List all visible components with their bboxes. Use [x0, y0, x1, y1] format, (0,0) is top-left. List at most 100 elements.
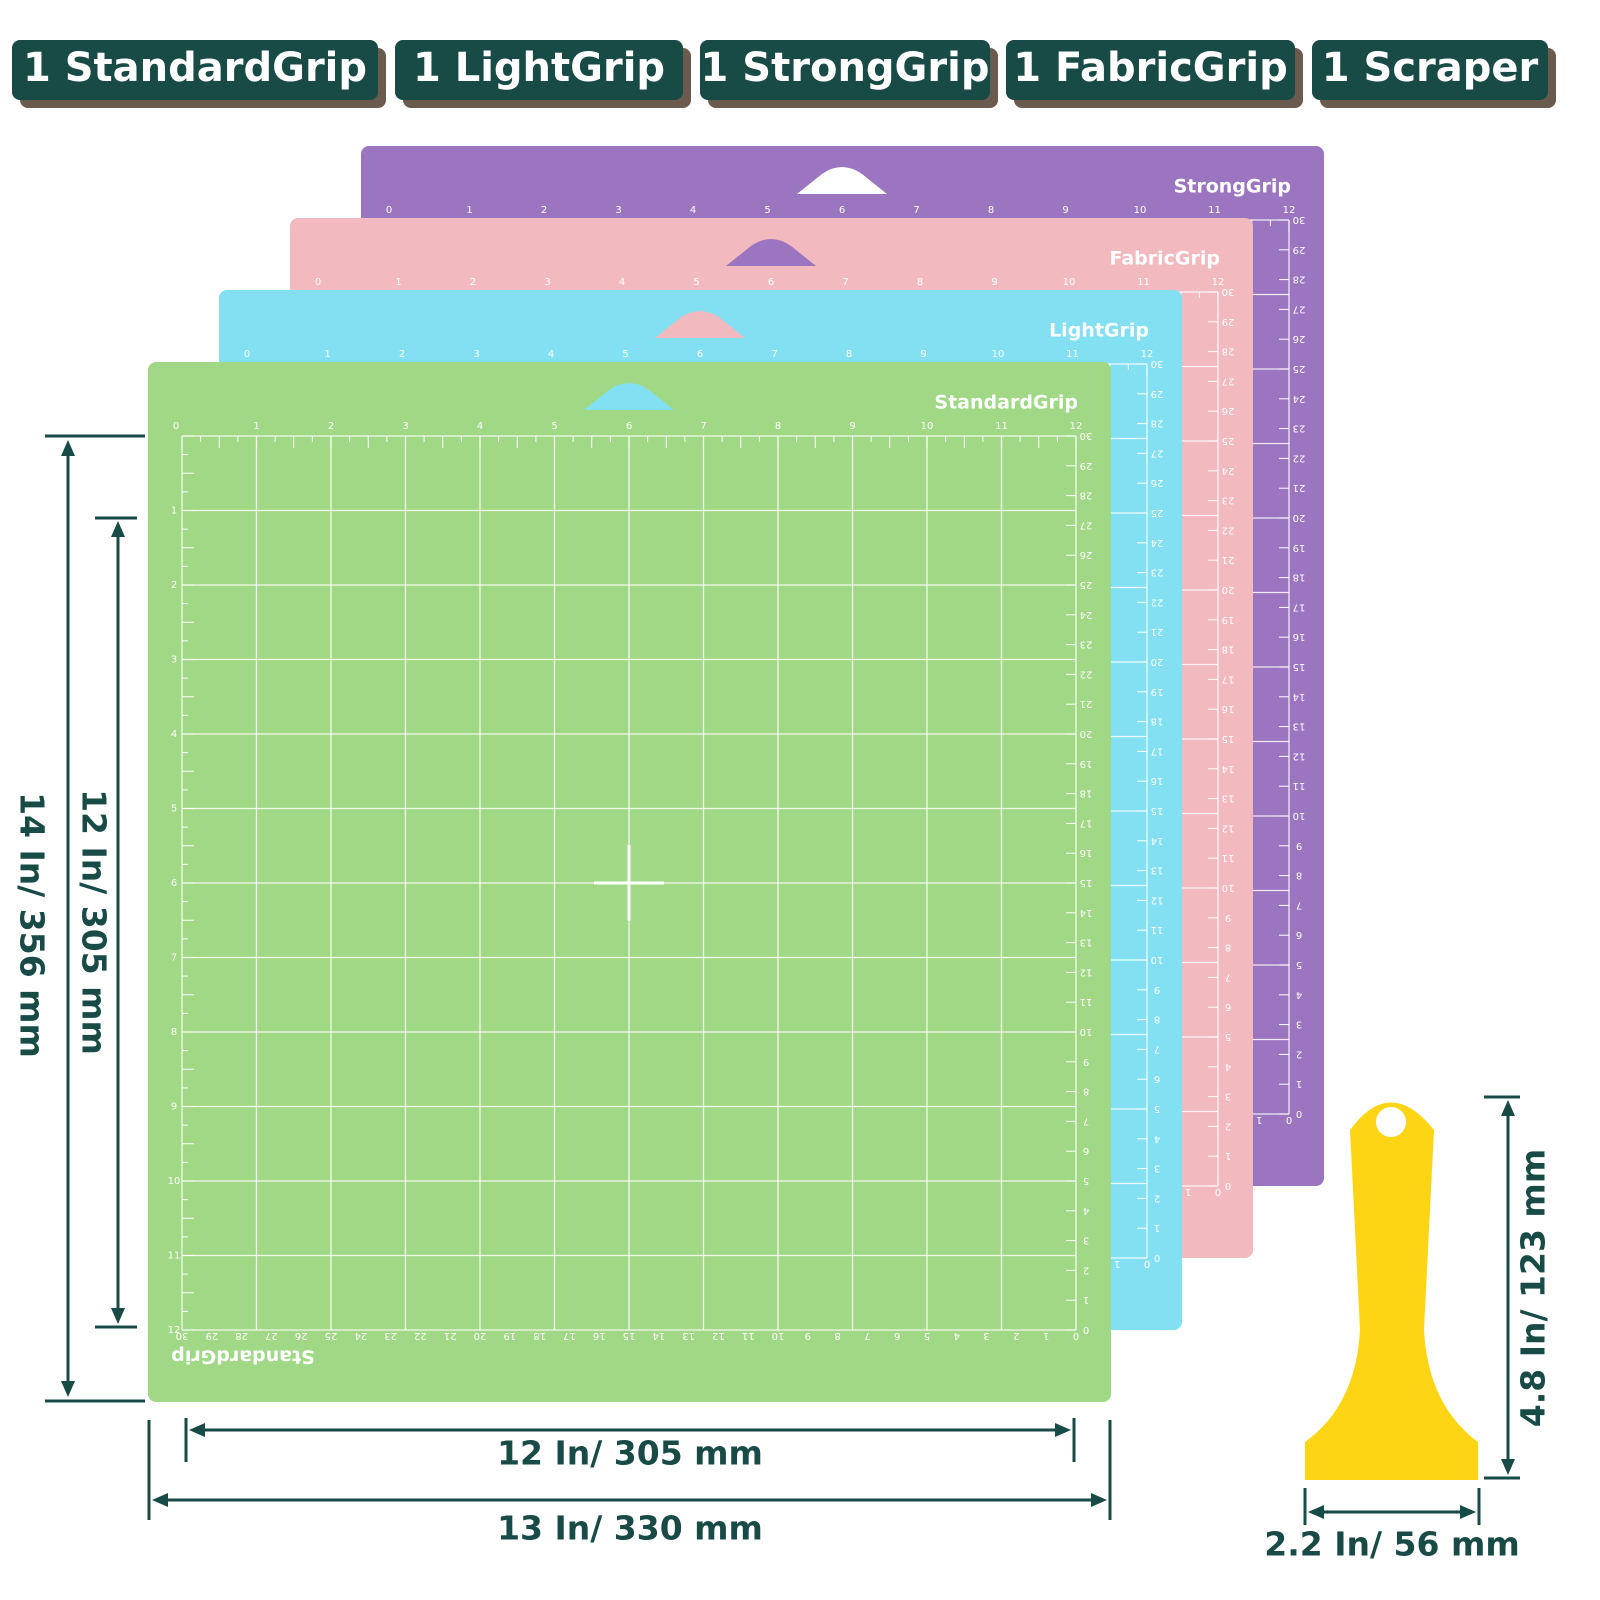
dimension-label: 2.2 In/ 56 mm [1264, 1525, 1519, 1564]
ruler-number: 5 [1154, 1103, 1160, 1114]
mat-notch [655, 311, 745, 338]
ruler-number: 28 [235, 1330, 248, 1341]
ruler-number: 29 [1151, 388, 1164, 399]
ruler-number: 6 [171, 878, 177, 889]
ruler-number: 10 [772, 1330, 785, 1341]
ruler-number: 25 [1151, 507, 1164, 518]
ruler-number: 1 [1296, 1078, 1302, 1089]
ruler-number: 7 [771, 349, 777, 360]
ruler-number: 3 [544, 277, 550, 288]
ruler-number: 28 [1080, 490, 1093, 501]
badge [12, 40, 378, 100]
ruler-number: 3 [983, 1330, 989, 1341]
ruler-number: 19 [1293, 542, 1306, 553]
ruler-number: 23 [384, 1330, 397, 1341]
mat-notch [726, 239, 816, 266]
ruler-number: 1 [1043, 1330, 1049, 1341]
ruler-number: 14 [1293, 691, 1306, 702]
ruler-number: 4 [954, 1330, 960, 1341]
ruler-number: 28 [1222, 346, 1235, 357]
mat-label: FabricGrip [1109, 248, 1220, 270]
badge-label: 1 LightGrip [413, 45, 665, 91]
ruler-number: 10 [1293, 810, 1306, 821]
ruler-number: 26 [1293, 333, 1306, 344]
ruler-number: 22 [1222, 524, 1235, 535]
ruler-number: 1 [253, 421, 259, 432]
ruler-number: 11 [168, 1251, 181, 1262]
ruler-number: 8 [1154, 1014, 1160, 1025]
ruler-number: 17 [1222, 673, 1235, 684]
ruler-number: 24 [1080, 609, 1093, 620]
ruler-number: 6 [697, 349, 703, 360]
ruler-number: 11 [1208, 205, 1221, 216]
ruler-number: 12 [1141, 349, 1154, 360]
ruler-number: 9 [1296, 840, 1302, 851]
ruler-number: 9 [171, 1102, 177, 1113]
ruler-number: 0 [1286, 1114, 1292, 1125]
mat-label: StrongGrip [1174, 176, 1291, 198]
badge [395, 40, 683, 100]
ruler-number: 22 [1293, 452, 1306, 463]
ruler-number: 20 [474, 1330, 487, 1341]
ruler-number: 10 [1134, 205, 1147, 216]
ruler-number: 4 [1083, 1205, 1089, 1216]
ruler-number: 26 [295, 1330, 308, 1341]
ruler-number: 5 [622, 349, 628, 360]
ruler-number: 0 [1225, 1180, 1231, 1191]
ruler-number: 8 [1083, 1086, 1089, 1097]
arrow-head [61, 1381, 75, 1397]
ruler-number: 29 [1080, 460, 1093, 471]
ruler-number: 10 [921, 421, 934, 432]
ruler-number: 4 [171, 729, 177, 740]
dimension-label: 13 In/ 330 mm [497, 1509, 763, 1548]
dimension-label: 12 In/ 305 mm [497, 1434, 763, 1473]
ruler-number: 2 [1013, 1330, 1019, 1341]
ruler-number: 25 [325, 1330, 338, 1341]
ruler-number: 6 [1083, 1145, 1089, 1156]
ruler-number: 7 [842, 277, 848, 288]
ruler-number: 24 [1293, 393, 1306, 404]
ruler-number: 27 [1222, 375, 1235, 386]
ruler-number: 26 [1222, 405, 1235, 416]
ruler-number: 30 [1151, 358, 1164, 369]
ruler-number: 1 [1225, 1150, 1231, 1161]
ruler-number: 9 [1225, 912, 1231, 923]
ruler-number: 20 [1151, 656, 1164, 667]
ruler-number: 29 [1222, 316, 1235, 327]
ruler-number: 1 [171, 506, 177, 517]
arrow-head [61, 440, 75, 456]
badge-label: 1 StandardGrip [23, 45, 367, 91]
ruler-number: 5 [1296, 959, 1302, 970]
ruler-number: 10 [1151, 954, 1164, 965]
ruler-number: 10 [1222, 882, 1235, 893]
ruler-number: 0 [1083, 1324, 1089, 1335]
ruler-number: 5 [1225, 1031, 1231, 1042]
ruler-number: 0 [1073, 1330, 1079, 1341]
arrow-head [1055, 1423, 1071, 1437]
ruler-number: 10 [1080, 1026, 1093, 1037]
ruler-number: 15 [1222, 733, 1235, 744]
ruler-number: 2 [541, 205, 547, 216]
ruler-number: 6 [1225, 1001, 1231, 1012]
ruler-number: 12 [1212, 277, 1225, 288]
mat-label: LightGrip [1049, 320, 1149, 342]
ruler-number: 23 [1222, 495, 1235, 506]
ruler-number: 7 [700, 421, 706, 432]
ruler-number: 6 [894, 1330, 900, 1341]
ruler-number: 27 [265, 1330, 278, 1341]
ruler-number: 1 [466, 205, 472, 216]
ruler-number: 4 [690, 205, 696, 216]
ruler-number: 18 [533, 1330, 546, 1341]
ruler-number: 20 [1222, 584, 1235, 595]
ruler-number: 3 [1225, 1091, 1231, 1102]
ruler-number: 11 [1080, 996, 1093, 1007]
ruler-number: 24 [1151, 537, 1164, 548]
ruler-number: 30 [1222, 286, 1235, 297]
ruler-number: 0 [173, 421, 179, 432]
ruler-number: 23 [1293, 423, 1306, 434]
ruler-number: 3 [402, 421, 408, 432]
ruler-number: 11 [1293, 780, 1306, 791]
ruler-number: 13 [682, 1330, 695, 1341]
ruler-number: 27 [1080, 519, 1093, 530]
